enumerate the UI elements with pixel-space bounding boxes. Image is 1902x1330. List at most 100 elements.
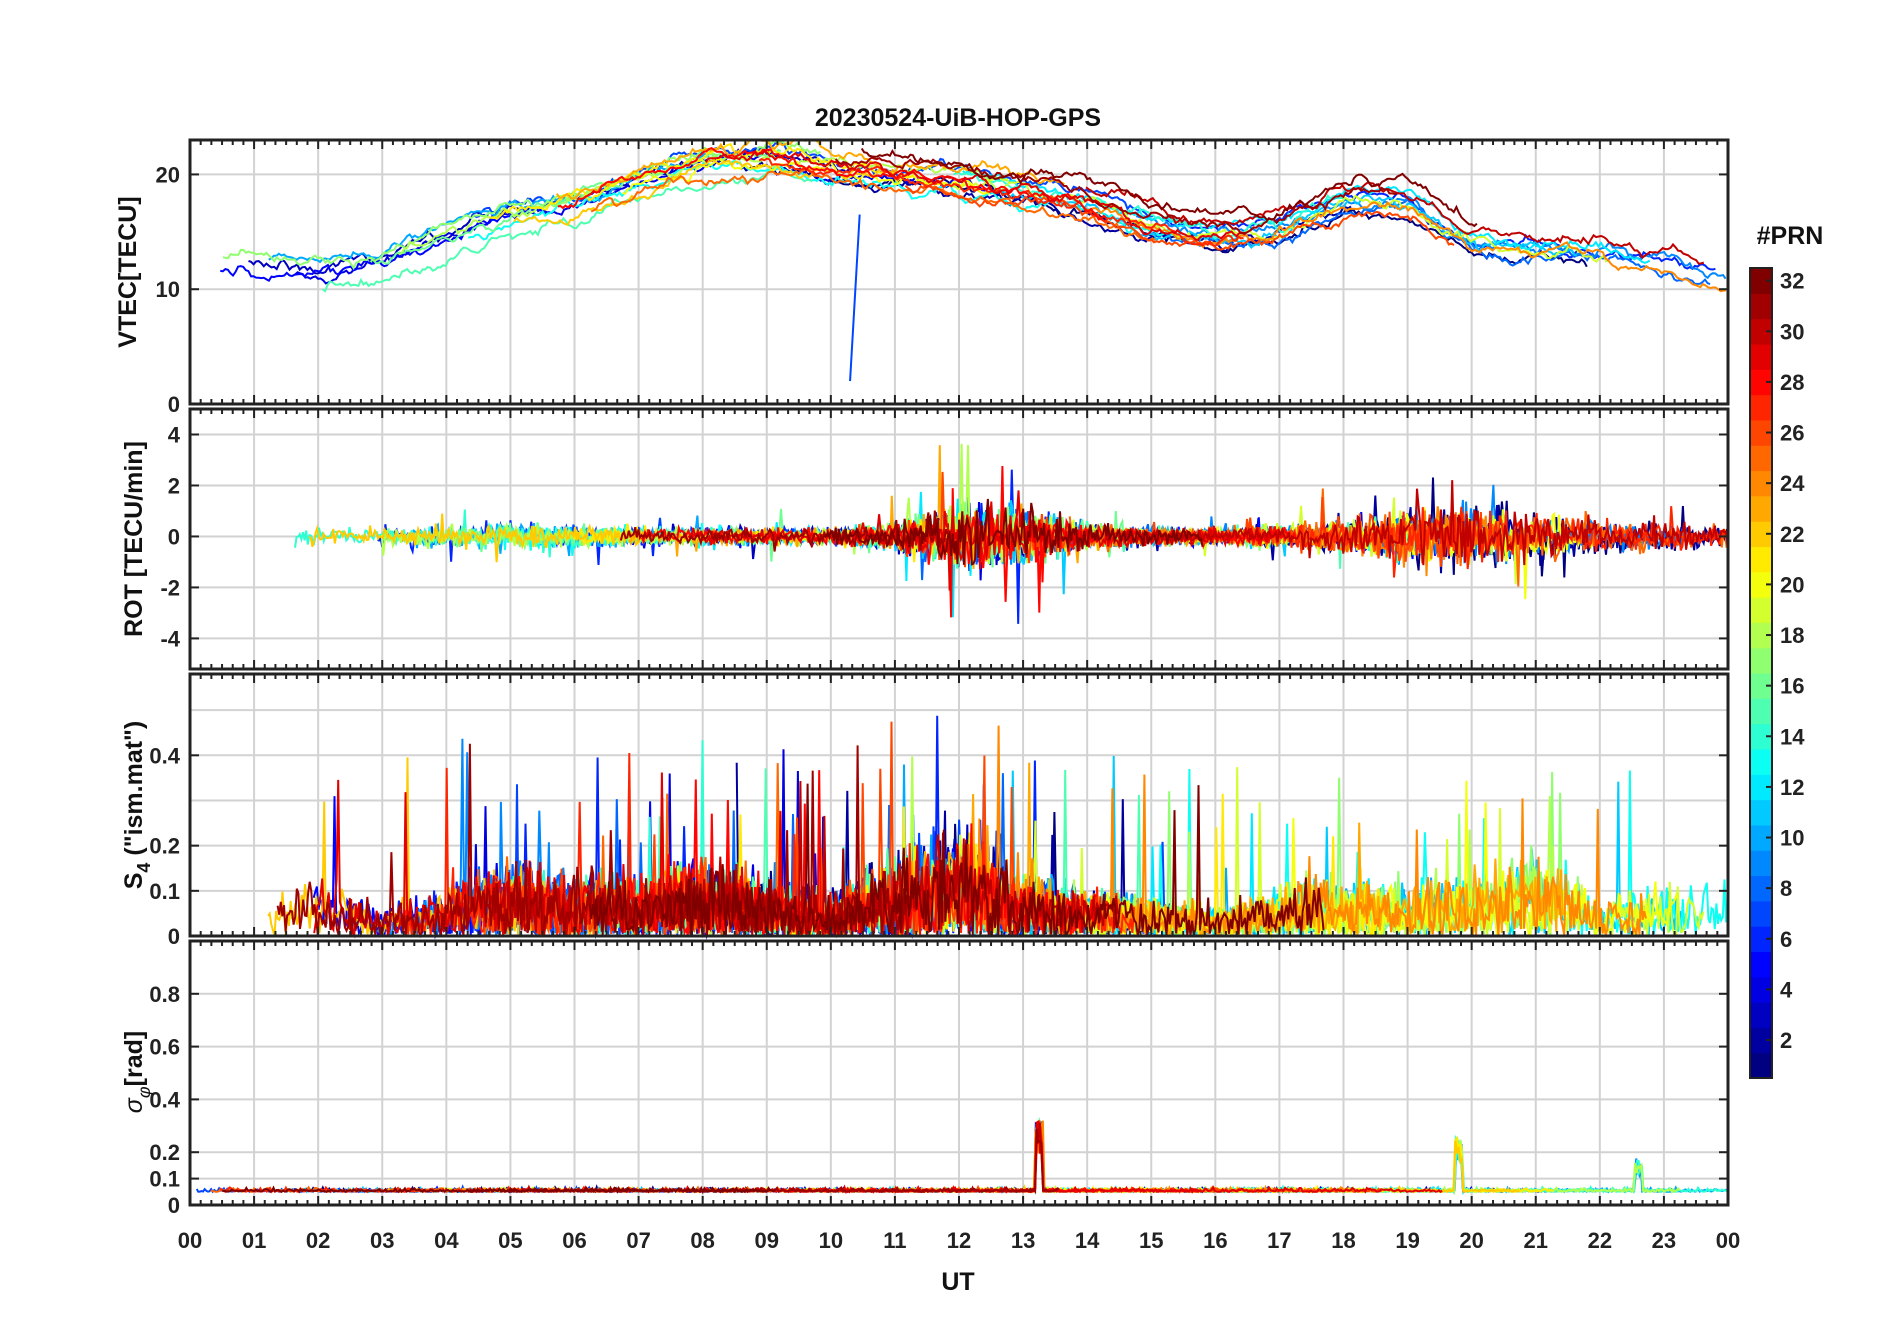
colorbar-step bbox=[1750, 748, 1772, 775]
series-line-prn-22 bbox=[836, 1125, 1520, 1194]
s4-ylabel: S4 ("ism.mat") bbox=[120, 721, 154, 890]
colorbar-step bbox=[1750, 343, 1772, 370]
rot-ylabel: ROT [TECU/min] bbox=[120, 441, 148, 637]
sigma-ylabel: σφ[rad] bbox=[120, 1031, 154, 1113]
x-tick-label: 04 bbox=[434, 1228, 459, 1253]
colorbar-step bbox=[1750, 875, 1772, 902]
series-line-prn-30 bbox=[510, 1122, 1045, 1194]
x-tick-label: 07 bbox=[626, 1228, 650, 1253]
sigma-ylabel-rest: [rad] bbox=[120, 1031, 148, 1087]
colorbar-tick-label: 4 bbox=[1780, 977, 1793, 1002]
panel-s4: 0 0.1 0.2 0.4 S4 ("ism.mat") bbox=[120, 672, 1730, 949]
colorbar-step bbox=[1750, 799, 1772, 826]
x-tick-label: 00 bbox=[1716, 1228, 1740, 1253]
x-tick-label: 13 bbox=[1011, 1228, 1035, 1253]
colorbar-step bbox=[1750, 976, 1772, 1003]
y-tick-label: 0.4 bbox=[149, 743, 180, 768]
x-tick-label: 12 bbox=[947, 1228, 971, 1253]
colorbar-step bbox=[1750, 1002, 1772, 1028]
series-line-prn-9 bbox=[1036, 1126, 1687, 1195]
colorbar-step bbox=[1750, 673, 1772, 699]
x-tick-label: 11 bbox=[883, 1228, 906, 1253]
y-tick-label: 0 bbox=[168, 1193, 180, 1218]
series-line-prn-24 bbox=[1085, 200, 1726, 293]
colorbar-step bbox=[1750, 394, 1772, 421]
vtec-dropout-line bbox=[849, 214, 861, 382]
x-tick-label: 09 bbox=[755, 1228, 779, 1253]
series-line-prn-17 bbox=[1059, 1139, 1506, 1195]
y-tick-label: 0.4 bbox=[149, 1087, 180, 1112]
colorbar-tick-label: 6 bbox=[1780, 927, 1792, 952]
x-tick-label: 05 bbox=[498, 1228, 522, 1253]
x-tick-label: 16 bbox=[1203, 1228, 1227, 1253]
vtec-ylabel: VTEC[TECU] bbox=[114, 196, 142, 347]
colorbar-tick-label: 14 bbox=[1780, 724, 1805, 749]
series-line-prn-22 bbox=[308, 513, 655, 563]
series-line-prn-17 bbox=[222, 139, 821, 271]
colorbar-step bbox=[1750, 369, 1772, 396]
y-tick-label: 0.1 bbox=[149, 879, 180, 904]
series-line-prn-8 bbox=[903, 1119, 1282, 1195]
colorbar-tick-label: 18 bbox=[1780, 623, 1804, 648]
panel-sigma: 00.10.2 0.4 0.6 0.8 σφ[rad] bbox=[120, 939, 1730, 1218]
colorbar-step bbox=[1750, 495, 1772, 522]
series-line-prn-29 bbox=[705, 149, 1248, 241]
colorbar-tick-label: 26 bbox=[1780, 421, 1804, 446]
colorbar-step bbox=[1750, 1052, 1772, 1079]
x-tick-label: 21 bbox=[1524, 1228, 1548, 1253]
series-line-prn-32 bbox=[860, 147, 1478, 228]
colorbar-step bbox=[1750, 546, 1772, 573]
colorbar-tick-label: 30 bbox=[1780, 319, 1804, 344]
series-line-prn-32 bbox=[588, 783, 1325, 938]
colorbar-tick-label: 8 bbox=[1780, 876, 1792, 901]
y-tick-label: 0.8 bbox=[149, 982, 180, 1007]
colorbar-step bbox=[1750, 824, 1772, 851]
x-tick-label: 20 bbox=[1459, 1228, 1483, 1253]
series-line-prn-26 bbox=[904, 183, 1455, 251]
y-tick-label: 20 bbox=[156, 162, 180, 187]
x-tick-label: 17 bbox=[1267, 1228, 1291, 1253]
x-tick-label: 23 bbox=[1652, 1228, 1676, 1253]
colorbar-step bbox=[1750, 470, 1772, 497]
colorbar-frame bbox=[1749, 267, 1773, 1079]
colorbar-tick-label: 16 bbox=[1780, 674, 1804, 699]
s4-ylabel-sub: 4 bbox=[134, 863, 154, 873]
series-line-prn-30 bbox=[1105, 480, 1729, 566]
chart-title: 20230524-UiB-HOP-GPS bbox=[815, 104, 1101, 132]
x-tick-labels: 00 01 02 03 04 05 06 07 08 09 10 11 12 13 14 15 16 17 18 19… bbox=[178, 1228, 1740, 1253]
colorbar-step bbox=[1750, 268, 1772, 294]
sigma-ylabel-sub: φ bbox=[134, 1086, 154, 1098]
x-tick-label: 08 bbox=[690, 1228, 714, 1253]
y-tick-label: 0 bbox=[168, 392, 180, 417]
series-line-prn-2 bbox=[949, 1121, 1331, 1194]
series-line-prn-26 bbox=[953, 1126, 1383, 1194]
y-tick-label: 0.2 bbox=[149, 1140, 180, 1165]
y-tick-label: 0.6 bbox=[149, 1035, 180, 1060]
s4-ylabel-main: S bbox=[120, 873, 148, 890]
series-line-prn-32 bbox=[823, 498, 1204, 566]
colorbar-step bbox=[1750, 647, 1772, 674]
x-axis-label: UT bbox=[941, 1268, 974, 1296]
series-line-prn-31 bbox=[467, 1128, 1060, 1194]
panel-vtec: 0 10 20 VTEC[TECU] bbox=[114, 138, 1730, 417]
colorbar-tick-label: 22 bbox=[1780, 522, 1804, 547]
colorbar-step bbox=[1750, 850, 1772, 877]
y-tick-label: 0.2 bbox=[149, 834, 180, 859]
colorbar-step bbox=[1750, 318, 1772, 345]
colorbar-step bbox=[1750, 597, 1772, 623]
series-line-prn-19 bbox=[431, 1122, 1178, 1194]
series-line-prn-21 bbox=[489, 143, 918, 220]
x-tick-label: 14 bbox=[1075, 1228, 1100, 1253]
series-line-prn-28 bbox=[640, 465, 1297, 618]
colorbar-tick-label: 2 bbox=[1780, 1028, 1792, 1053]
colorbar-tick-label: 24 bbox=[1780, 471, 1805, 496]
colorbar-tick-label: 12 bbox=[1780, 775, 1804, 800]
series-line-prn-25 bbox=[590, 167, 1156, 242]
y-tick-label: 2 bbox=[168, 473, 180, 498]
series-line-prn-15 bbox=[321, 165, 813, 293]
colorbar-step bbox=[1750, 698, 1772, 725]
colorbar-tick-label: 20 bbox=[1780, 572, 1804, 597]
sigma-ylabel-main: σ bbox=[120, 1097, 148, 1113]
